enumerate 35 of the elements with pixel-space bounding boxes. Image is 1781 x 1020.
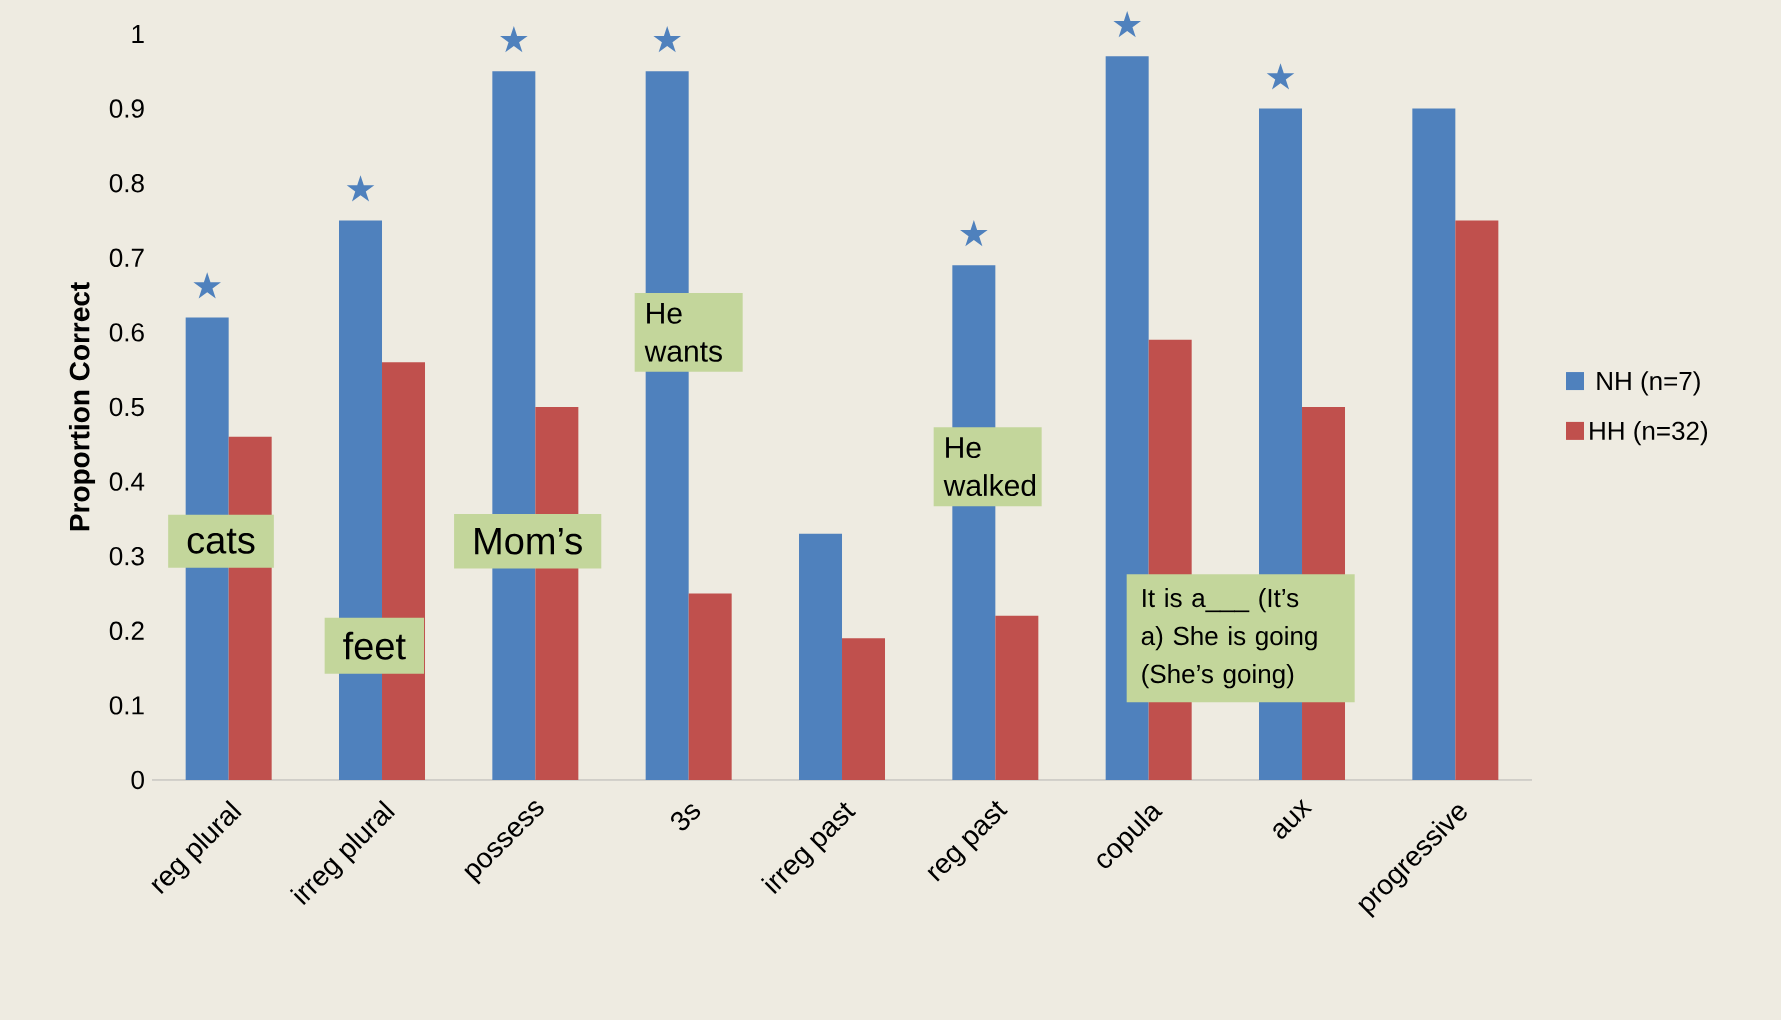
bar xyxy=(799,533,843,780)
bar xyxy=(1455,220,1499,780)
x-tick-label: 3s xyxy=(671,804,701,831)
bar xyxy=(995,615,1039,780)
annotation: ★ xyxy=(1113,11,1141,38)
y-tick-label: 0.7 xyxy=(109,248,144,267)
annotation: cats xyxy=(187,528,255,554)
bar xyxy=(842,638,886,780)
legend-label: HH (n=32) xyxy=(1590,420,1708,446)
annotation: He wants xyxy=(644,302,722,362)
y-tick-label: 0.8 xyxy=(109,173,144,193)
y-tick-label: 0.5 xyxy=(109,397,144,417)
y-tick-label: 0 xyxy=(131,770,144,790)
y-tick-label: 0.6 xyxy=(109,323,144,342)
bar xyxy=(1412,108,1456,780)
annotation: ★ xyxy=(500,26,528,53)
legend-label: NH (n=7) xyxy=(1597,371,1700,396)
annotation: ★ xyxy=(653,26,681,53)
y-axis-title: Proportion Correct xyxy=(68,282,96,531)
x-tick-label: aux xyxy=(1273,799,1313,839)
y-tick-label: 0.4 xyxy=(109,472,145,491)
annotation: ★ xyxy=(960,219,988,247)
y-tick-label: 0.3 xyxy=(109,546,144,566)
annotation: It is a___ (It’s a) She is going (She’s going) xyxy=(1141,588,1317,689)
annotation: feet xyxy=(343,631,406,660)
annotation: ★ xyxy=(193,272,221,299)
bar xyxy=(688,593,732,780)
annotation: ★ xyxy=(346,175,375,202)
annotation: ★ xyxy=(1266,63,1295,90)
annotation: He walked xyxy=(943,437,1036,497)
y-tick-label: 0.2 xyxy=(109,621,144,640)
annotation: Mom’s xyxy=(475,528,582,555)
y-tick-label: 0.9 xyxy=(109,99,144,118)
y-tick-label: 0.1 xyxy=(109,696,144,715)
y-tick-label: 1 xyxy=(132,25,144,43)
